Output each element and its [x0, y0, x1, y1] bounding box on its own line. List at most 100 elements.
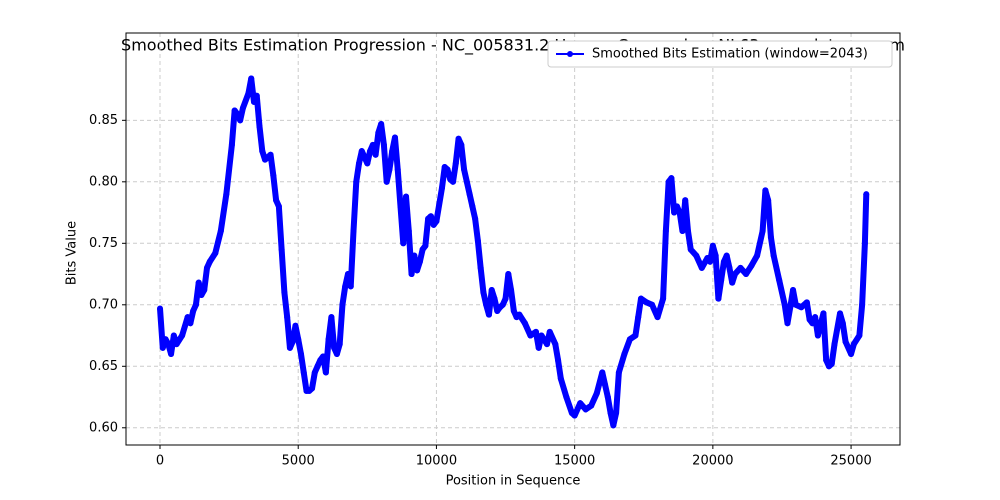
data-point	[217, 228, 224, 235]
data-point	[223, 191, 230, 198]
data-point	[239, 105, 246, 112]
data-point	[250, 98, 257, 105]
data-point	[234, 111, 241, 118]
plot-frame	[125, 32, 901, 446]
data-point	[300, 369, 307, 376]
data-point	[325, 336, 332, 343]
data-point	[344, 271, 351, 278]
data-line	[157, 75, 870, 429]
data-point	[707, 258, 714, 265]
data-point	[469, 203, 476, 210]
data-point	[693, 252, 700, 259]
data-point	[720, 258, 727, 265]
data-point	[403, 193, 410, 200]
data-point	[767, 234, 774, 241]
data-point	[613, 410, 620, 417]
x-tick-label: 15000	[554, 454, 595, 469]
data-point	[187, 320, 194, 327]
data-point	[593, 390, 600, 397]
legend-label: Smoothed Bits Estimation (window=2043)	[592, 47, 868, 62]
data-point	[162, 336, 169, 343]
data-point	[662, 228, 669, 235]
data-point	[466, 191, 473, 198]
data-point	[450, 178, 457, 185]
data-point	[228, 141, 235, 148]
data-point	[463, 178, 470, 185]
data-point	[781, 301, 788, 308]
data-point	[754, 252, 761, 259]
legend-marker	[567, 51, 573, 57]
data-point	[286, 344, 293, 351]
data-point	[718, 277, 725, 284]
data-point	[842, 338, 849, 345]
data-point	[248, 75, 255, 82]
x-tick-label: 10000	[416, 454, 457, 469]
y-axis-label: Bits Value	[65, 221, 80, 285]
data-point	[284, 314, 291, 321]
data-point	[408, 271, 415, 278]
data-point	[632, 332, 639, 339]
data-point	[190, 307, 197, 314]
data-point	[389, 148, 396, 155]
data-point	[516, 311, 523, 318]
data-point	[411, 252, 418, 259]
data-point	[380, 141, 387, 148]
data-point	[195, 279, 202, 286]
x-tick-label: 25000	[830, 454, 871, 469]
data-point	[433, 218, 440, 225]
data-point	[358, 148, 365, 155]
data-point	[165, 341, 172, 348]
data-point	[759, 228, 766, 235]
data-point	[571, 412, 578, 419]
x-tick-label: 20000	[692, 454, 733, 469]
data-point	[505, 271, 512, 278]
data-point	[168, 350, 175, 357]
data-point	[378, 121, 385, 128]
data-point	[823, 357, 830, 364]
data-point	[712, 252, 719, 259]
data-point	[508, 287, 515, 294]
data-point	[472, 215, 479, 222]
y-tick-label: 0.85	[89, 113, 118, 128]
data-point	[372, 151, 379, 158]
data-point	[521, 320, 528, 327]
data-point	[364, 160, 371, 167]
data-point	[491, 295, 498, 302]
data-point	[770, 252, 777, 259]
data-point	[737, 264, 744, 271]
data-point	[361, 154, 368, 161]
data-point	[474, 237, 481, 244]
data-point	[676, 209, 683, 216]
legend-box	[547, 40, 893, 68]
data-point	[391, 134, 398, 141]
data-point	[671, 209, 678, 216]
data-point	[679, 228, 686, 235]
data-point	[555, 357, 562, 364]
data-point	[281, 289, 288, 296]
data-point	[729, 279, 736, 286]
data-point	[668, 175, 675, 182]
data-point	[369, 141, 376, 148]
data-point	[331, 344, 338, 351]
data-point	[820, 310, 827, 317]
data-point	[784, 320, 791, 327]
data-point	[687, 246, 694, 253]
data-point	[715, 295, 722, 302]
data-point	[684, 228, 691, 235]
data-point	[743, 271, 750, 278]
data-point	[535, 344, 542, 351]
data-point	[314, 363, 321, 370]
data-point	[731, 271, 738, 278]
data-point	[309, 385, 316, 392]
data-point	[157, 305, 164, 312]
data-point	[405, 228, 412, 235]
data-point	[814, 332, 821, 339]
data-point	[333, 350, 340, 357]
data-point	[320, 353, 327, 360]
data-point	[723, 252, 730, 259]
data-point	[831, 341, 838, 348]
data-point	[776, 277, 783, 284]
data-point	[375, 129, 382, 136]
